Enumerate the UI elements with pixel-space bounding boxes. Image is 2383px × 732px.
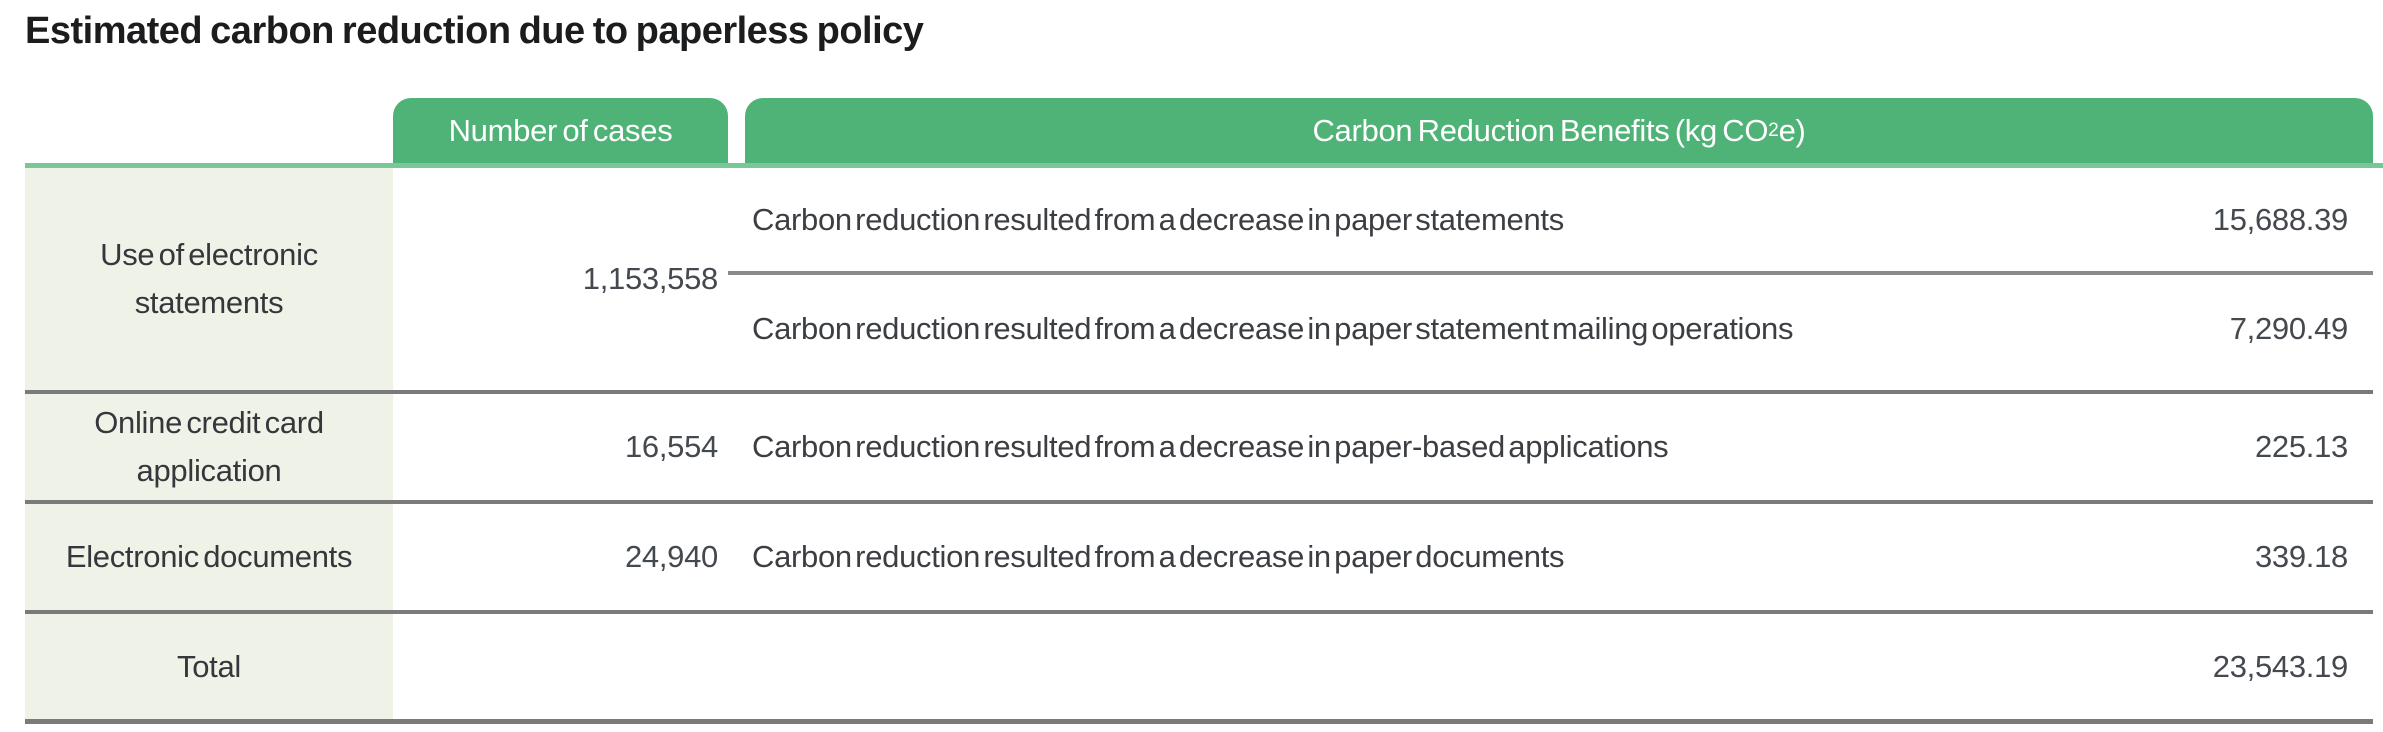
number-of-cases-value: 1,153,558 (582, 261, 719, 296)
row-label: Use of electronic statements (25, 168, 393, 390)
benefit-description: Carbon reduction resulted from a decreas… (752, 429, 1669, 464)
total-label: Total (25, 614, 393, 719)
total-value: 23,543.19 (2212, 648, 2349, 684)
table-header-row: Number of cases Carbon Reduction Benefit… (25, 98, 2373, 163)
benefits-cell: Carbon reduction resulted from a decreas… (728, 504, 2373, 610)
number-of-cases-value: 16,554 (624, 429, 718, 464)
total-benefit-line: 23,543.19 (728, 614, 2373, 719)
benefit-value: 339.18 (2254, 539, 2348, 574)
table-row-total: Total 23,543.19 (25, 614, 2373, 724)
benefit-value: 225.13 (2254, 429, 2348, 464)
table-title: Estimated carbon reduction due to paperl… (25, 10, 924, 52)
row-label: Online credit card application (25, 394, 393, 500)
benefit-value: 15,688.39 (2212, 201, 2349, 237)
table-row-online-credit-card: Online credit card application 16,554 Ca… (25, 394, 2373, 504)
number-of-cases-value: 24,940 (624, 539, 718, 574)
table-row-electronic-statements: Use of electronic statements 1,153,558 C… (25, 168, 2373, 394)
benefits-header-text: Carbon Reduction Benefits (kg CO (1312, 112, 1769, 148)
benefit-description: Carbon reduction resulted from a decreas… (752, 201, 1564, 237)
column-header-number-of-cases: Number of cases (393, 98, 728, 163)
benefit-line: Carbon reduction resulted from a decreas… (728, 504, 2373, 610)
row-label: Electronic documents (25, 504, 393, 610)
benefit-line: Carbon reduction resulted from a decreas… (728, 275, 2373, 382)
benefits-header-suffix: e) (1778, 112, 1806, 148)
benefit-line: Carbon reduction resulted from a decreas… (728, 168, 2373, 275)
benefit-line: Carbon reduction resulted from a decreas… (728, 394, 2373, 500)
header-underline (25, 163, 2383, 168)
benefit-description: Carbon reduction resulted from a decreas… (752, 539, 1565, 574)
benefit-value: 7,290.49 (2229, 310, 2349, 346)
benefit-description: Carbon reduction resulted from a decreas… (752, 310, 1794, 346)
carbon-reduction-table: Number of cases Carbon Reduction Benefit… (25, 98, 2383, 724)
header-gap (728, 98, 745, 163)
benefits-cell: 23,543.19 (728, 614, 2373, 719)
total-cases-empty (393, 614, 728, 719)
benefits-cell: Carbon reduction resulted from a decreas… (728, 168, 2373, 390)
benefits-cell: Carbon reduction resulted from a decreas… (728, 394, 2373, 500)
table-row-electronic-documents: Electronic documents 24,940 Carbon reduc… (25, 504, 2373, 614)
column-header-carbon-reduction-benefits: Carbon Reduction Benefits (kg CO 2 e) (745, 98, 2373, 163)
header-spacer (25, 98, 393, 163)
